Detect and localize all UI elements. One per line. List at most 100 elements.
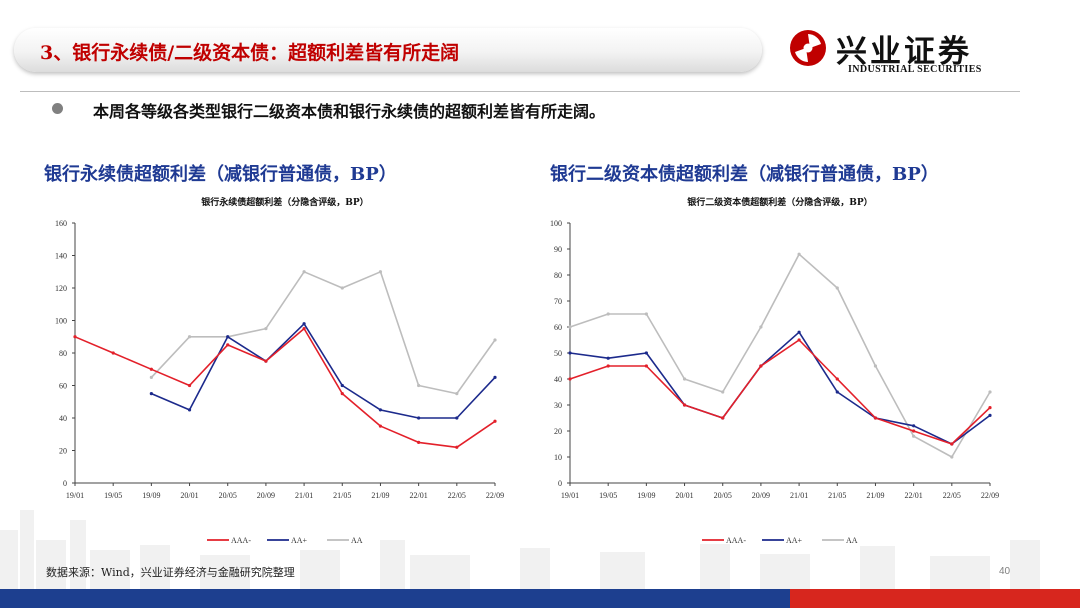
data-point	[759, 364, 763, 368]
legend-label: AA+	[786, 536, 803, 545]
data-point	[264, 327, 268, 331]
x-tick-label: 22/01	[410, 491, 428, 500]
data-point	[149, 367, 153, 371]
logo-mark-icon	[790, 30, 826, 66]
y-tick-label: 160	[55, 219, 67, 228]
data-point	[493, 375, 497, 379]
x-tick-label: 19/01	[561, 491, 579, 500]
x-tick-label: 22/09	[981, 491, 999, 500]
y-tick-label: 50	[554, 349, 562, 358]
data-point	[797, 338, 801, 342]
y-tick-label: 140	[55, 252, 67, 261]
data-point	[988, 390, 992, 394]
logo-text-en: INDUSTRIAL SECURITIES	[848, 64, 982, 75]
series-line-AA-plus	[569, 331, 991, 445]
data-point	[111, 351, 115, 355]
x-tick-label: 22/01	[905, 491, 923, 500]
data-point	[264, 359, 268, 363]
data-point	[568, 325, 572, 329]
legend-label: AA	[846, 536, 858, 545]
data-point	[455, 392, 459, 396]
chart-title: 银行二级资本债超额利差（分隐含评级，BP）	[687, 196, 872, 208]
x-tick-label: 19/09	[142, 491, 160, 500]
summary-bullet: 本周各等级各类型银行二级资本债和银行永续债的超额利差皆有所走阔。	[93, 102, 606, 121]
left-panel-title: 银行永续债超额利差（减银行普通债，BP）	[44, 164, 397, 185]
data-point	[378, 424, 383, 428]
y-tick-label: 100	[550, 219, 562, 228]
y-tick-label: 20	[554, 427, 562, 436]
data-point	[149, 392, 153, 396]
y-tick-label: 60	[554, 323, 562, 332]
series-line-AA	[569, 253, 991, 458]
section-title: 3、银行永续债/二级资本债：超额利差皆有所走阔	[40, 42, 460, 64]
data-point	[568, 377, 572, 381]
y-tick-label: 60	[59, 382, 67, 391]
data-point	[873, 416, 878, 420]
data-point	[187, 383, 192, 388]
footer-bar-blue	[0, 589, 790, 608]
data-point	[797, 252, 801, 256]
perpetual-bond-spread-chart: 银行永续债超额利差（分隐含评级，BP） 0 20 40 60 80 100 120 140 160…	[55, 196, 504, 545]
series-line-AAA-minus	[74, 327, 496, 449]
city-skyline-decoration	[0, 510, 1040, 590]
x-tick-label: 20/05	[219, 491, 237, 500]
data-point	[644, 312, 648, 316]
page-number: 40	[999, 566, 1011, 577]
tier2-bond-spread-chart: 银行二级资本债超额利差（分隐含评级，BP） 0 10 20 30 40 50 60 70 80 90…	[550, 196, 999, 545]
legend-label: AA	[351, 536, 363, 545]
data-point	[988, 413, 992, 417]
data-point	[455, 416, 459, 420]
x-tick-label: 19/09	[637, 491, 655, 500]
data-point	[340, 383, 344, 388]
data-point	[149, 375, 153, 379]
data-point	[378, 270, 383, 274]
y-tick-label: 80	[554, 271, 562, 280]
x-tick-label: 21/01	[790, 491, 808, 500]
data-point	[417, 383, 421, 388]
x-tick-label: 20/09	[752, 491, 770, 500]
data-point	[302, 270, 306, 274]
data-point	[835, 390, 839, 394]
data-point	[226, 343, 230, 347]
data-point	[682, 377, 687, 381]
x-tick-label: 21/09	[866, 491, 884, 500]
data-point	[187, 408, 192, 412]
data-point	[455, 445, 459, 449]
y-tick-label: 40	[59, 414, 67, 423]
chart-title: 银行永续债超额利差（分隐含评级，BP）	[201, 196, 368, 208]
data-point	[912, 424, 916, 428]
bullet-icon	[52, 103, 63, 114]
data-point	[835, 286, 839, 290]
legend-label: AAA-	[726, 536, 746, 545]
data-point	[797, 330, 801, 334]
data-point	[912, 429, 916, 433]
data-point	[378, 408, 383, 412]
y-tick-label: 120	[55, 284, 67, 293]
series-line-AA-plus	[151, 323, 496, 419]
data-point	[721, 390, 725, 394]
x-tick-label: 21/09	[371, 491, 389, 500]
x-tick-label: 20/05	[714, 491, 732, 500]
y-tick-label: 10	[554, 453, 562, 462]
x-tick-label: 22/05	[448, 491, 466, 500]
y-tick-label: 90	[554, 245, 562, 254]
data-point	[417, 440, 421, 444]
section-title-banner: 3、银行永续债/二级资本债：超额利差皆有所走阔	[14, 28, 762, 72]
data-point	[417, 416, 421, 420]
data-point	[721, 416, 725, 420]
data-point	[950, 455, 954, 459]
data-point	[187, 335, 192, 339]
right-panel-title: 银行二级资本债超额利差（减银行普通债，BP）	[550, 164, 939, 185]
x-tick-label: 20/01	[675, 491, 693, 500]
data-point	[682, 403, 687, 407]
data-point	[302, 322, 306, 326]
x-tick-label: 20/09	[257, 491, 275, 500]
data-point	[302, 327, 306, 331]
data-point	[493, 419, 497, 423]
x-tick-label: 22/09	[486, 491, 504, 500]
data-point	[644, 351, 648, 355]
data-point	[606, 312, 610, 316]
y-tick-label: 0	[63, 479, 67, 488]
footer-bar-red	[790, 589, 1080, 608]
data-source-note: 数据来源：Wind，兴业证券经济与金融研究院整理	[46, 566, 295, 579]
